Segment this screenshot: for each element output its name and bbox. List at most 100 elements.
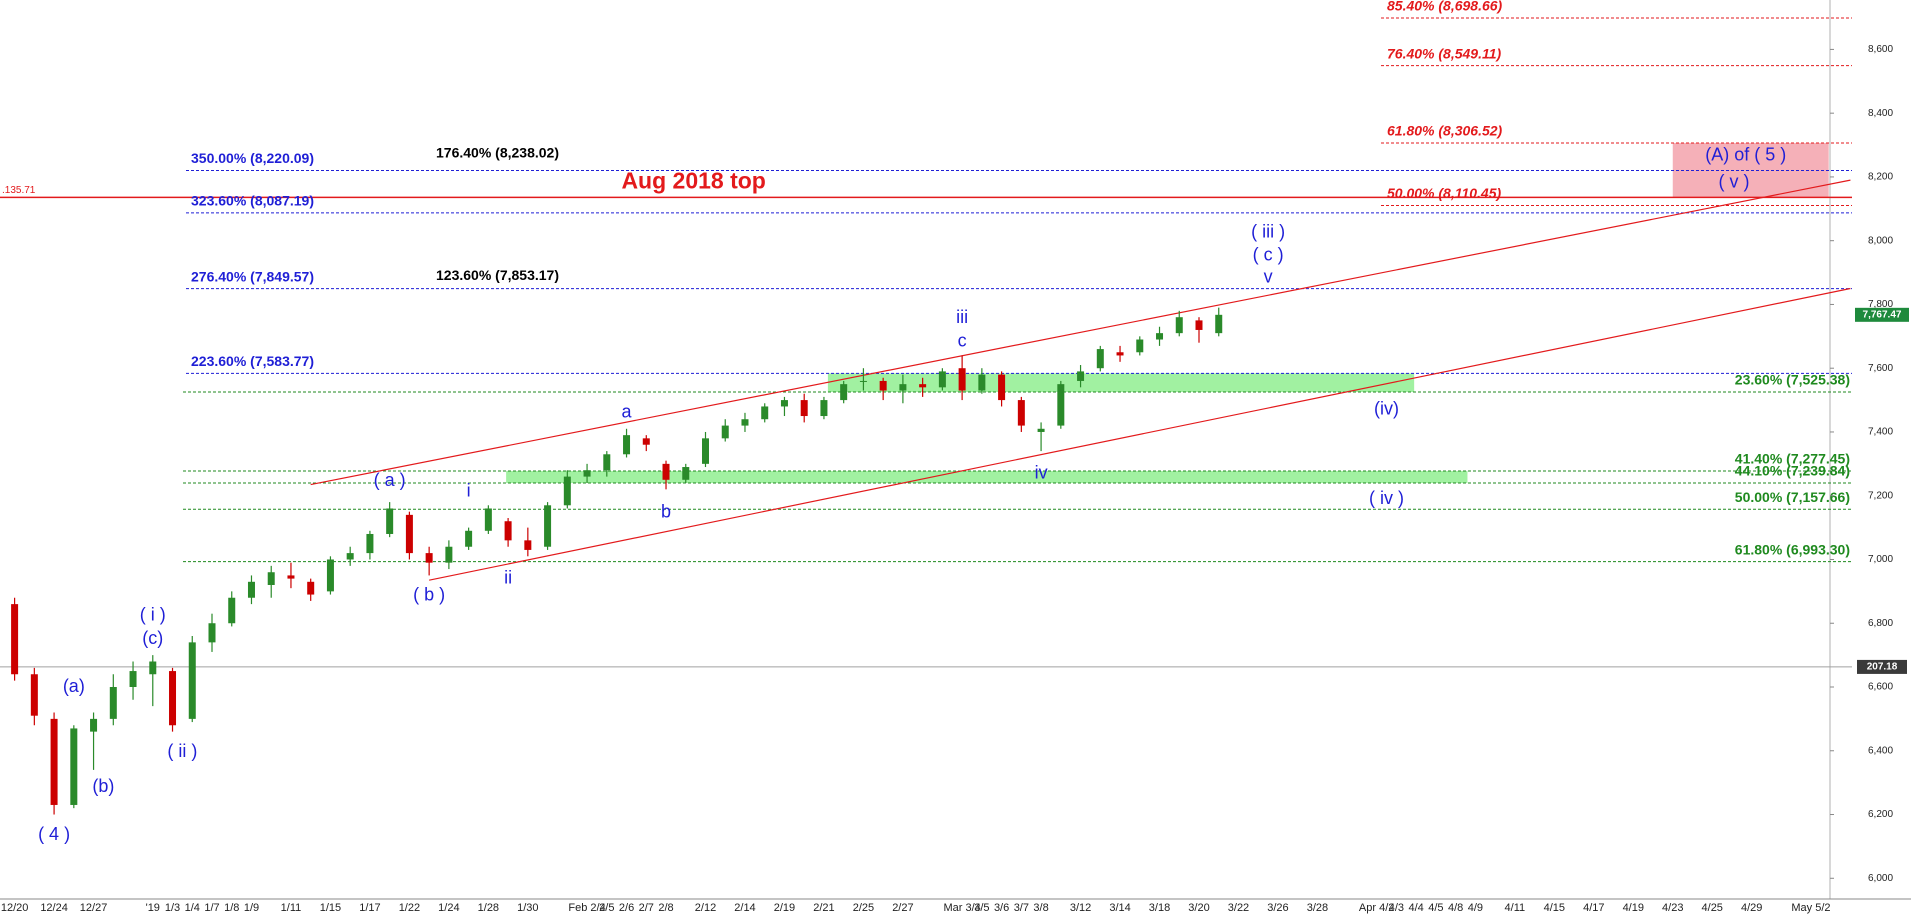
candle-body (899, 384, 907, 391)
wave-label: (c) (142, 628, 163, 648)
x-tick-label: 4/5 (1428, 902, 1443, 914)
y-tick-label: 7,800 (1868, 299, 1893, 310)
x-tick-label: 2/21 (813, 902, 834, 914)
x-tick-label: 4/25 (1702, 902, 1723, 914)
y-tick-label: 6,000 (1868, 873, 1893, 884)
x-tick-label: 1/4 (185, 902, 200, 914)
x-tick-label: 3/7 (1014, 902, 1029, 914)
fib-label: 50.00% (8,110.45) (1387, 185, 1501, 201)
wave-label: (b) (92, 776, 114, 796)
candle-body (405, 514, 413, 554)
wave-label: ( iv ) (1369, 488, 1404, 508)
candle-body (583, 470, 591, 477)
x-tick-label: 4/11 (1505, 902, 1526, 914)
fib-label: 61.80% (8,306.52) (1387, 123, 1503, 139)
x-tick-label: 2/6 (619, 902, 634, 914)
candle-body (366, 533, 374, 554)
x-tick-label: '19 (146, 902, 160, 914)
candle-body (267, 572, 275, 585)
x-tick-label: 3/12 (1070, 902, 1091, 914)
y-tick-label: 7,200 (1868, 490, 1893, 501)
candle-body (603, 454, 611, 471)
x-tick-label: 4/17 (1583, 902, 1604, 914)
y-tick-label: 8,200 (1868, 172, 1893, 183)
candle-body (662, 463, 670, 480)
fib-label: 76.40% (8,549.11) (1387, 45, 1501, 61)
wave-label: (a) (63, 676, 85, 696)
candle-body (208, 623, 216, 643)
candle-body (1195, 320, 1203, 330)
fib-label: 323.60% (8,087.19) (191, 193, 314, 209)
y-tick-label: 8,600 (1868, 44, 1893, 55)
wave-label: c (958, 330, 967, 350)
x-tick-label: 4/19 (1623, 902, 1644, 914)
x-tick-label: 12/20 (1, 902, 29, 914)
wave-label: ( c ) (1253, 245, 1284, 265)
wave-label: a (622, 401, 633, 421)
candle-body (346, 553, 354, 560)
candle-body (998, 374, 1006, 401)
wave-label: v (1264, 267, 1273, 287)
candle-body (563, 476, 571, 506)
x-tick-label: Mar 3/4 (943, 902, 980, 914)
candle-body (149, 661, 157, 675)
wave-label: i (467, 481, 471, 501)
fib-label: 23.60% (7,525.38) (1735, 372, 1850, 388)
fib-label: 276.40% (7,849.57) (191, 268, 314, 284)
wave-label: iv (1035, 462, 1048, 482)
y-tick-label: 6,600 (1868, 682, 1893, 693)
x-tick-label: 3/5 (974, 902, 989, 914)
candle-body (287, 575, 295, 579)
wave-label: ( v ) (1718, 171, 1749, 191)
candle-body (879, 380, 887, 391)
candle-body (1136, 339, 1144, 353)
candle-body (780, 400, 788, 407)
candle-body (188, 642, 196, 719)
candle-body (1175, 317, 1183, 334)
x-tick-label: 1/9 (244, 902, 259, 914)
last-price-label: 7,767.47 (1863, 309, 1902, 320)
channel-line (310, 179, 1851, 486)
candle-body (50, 718, 58, 805)
x-tick-label: 1/7 (204, 902, 219, 914)
fib-label: 41.40% (7,277.45) (1735, 451, 1850, 467)
candle-body (938, 371, 946, 388)
candle-body (109, 687, 117, 719)
candle-body (702, 438, 709, 464)
x-tick-label: 3/6 (994, 902, 1009, 914)
y-tick-label: 7,400 (1868, 427, 1893, 438)
candle-body (682, 467, 690, 480)
candle-body (623, 435, 631, 455)
candle-body (484, 508, 492, 531)
candle-body (1116, 352, 1124, 356)
fib-label: 44.10% (7,239.84) (1735, 463, 1850, 479)
candle-body (721, 425, 729, 439)
x-tick-label: Feb 2/4 (568, 902, 605, 914)
candle-body (761, 406, 769, 420)
x-tick-label: 4/8 (1448, 902, 1463, 914)
candle-body (741, 419, 749, 426)
candle-body (307, 581, 315, 595)
x-tick-label: 1/11 (281, 902, 302, 914)
x-tick-label: 4/3 (1389, 902, 1404, 914)
candle-body (1057, 384, 1065, 426)
x-tick-label: 1/24 (438, 902, 459, 914)
candle-body (859, 380, 867, 382)
fib-label: 61.80% (6,993.30) (1735, 541, 1850, 557)
x-tick-label: 1/28 (478, 902, 499, 914)
wave-label: ( a ) (374, 470, 406, 490)
candle-body (1017, 400, 1025, 426)
x-tick-label: 1/8 (224, 902, 239, 914)
wave-label: b (661, 501, 671, 521)
support-zone (506, 471, 1468, 484)
x-tick-label: 3/22 (1228, 902, 1249, 914)
x-tick-label: 4/4 (1408, 902, 1423, 914)
candle-body (820, 400, 828, 417)
fib-label: 50.00% (7,157.66) (1735, 489, 1850, 505)
candle-body (1215, 314, 1223, 334)
x-tick-label: 4/15 (1544, 902, 1565, 914)
x-tick-label: 2/12 (695, 902, 716, 914)
x-tick-label: 1/17 (359, 902, 380, 914)
candle-body (642, 438, 650, 445)
